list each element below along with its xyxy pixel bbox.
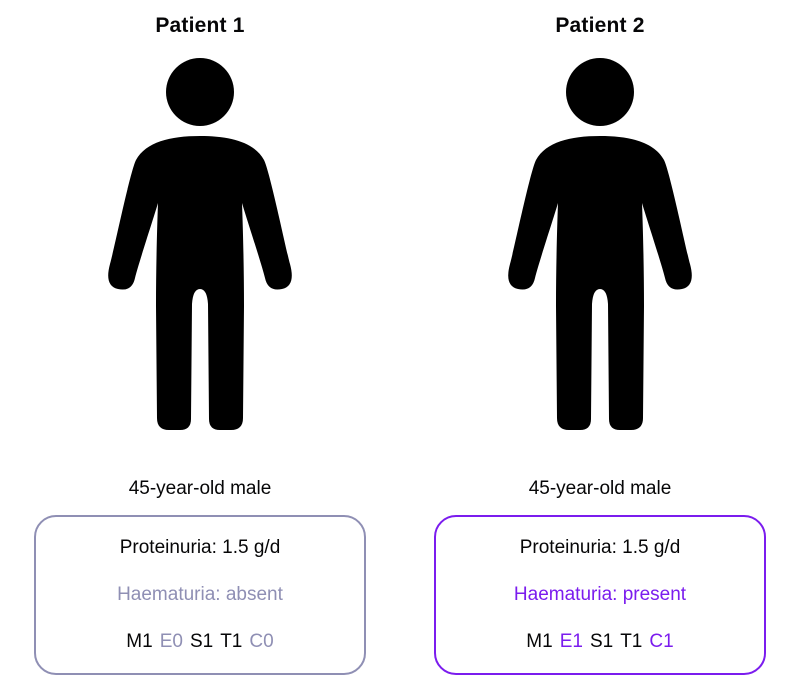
patient-2-haematuria-line: Haematuria: present <box>513 584 687 605</box>
patient-2-column: Patient 2 45-year-old male Proteinuria: … <box>400 0 800 689</box>
mest-t-score: T1 <box>620 631 643 652</box>
mest-s-score: S1 <box>189 631 214 652</box>
patient-1-age-label: 45-year-old male <box>128 478 272 499</box>
mest-c-score: C0 <box>249 631 274 652</box>
patient-2-proteinuria-line: Proteinuria: 1.5 g/d <box>519 537 681 558</box>
patient-1-mest-score-line: M1 E0 S1 T1 C0 <box>126 631 273 653</box>
patient-2-mest-score-line: M1 E1 S1 T1 C1 <box>526 631 673 653</box>
mest-e-score: E1 <box>559 631 583 652</box>
patient-1-column: Patient 1 45-year-old male Proteinuria: … <box>34 14 366 675</box>
patient-1-info-card: Proteinuria: 1.5 g/d Haematuria: absent … <box>34 515 366 675</box>
mest-m-score: M1 <box>526 631 553 652</box>
patient-1-title: Patient 1 <box>155 14 245 37</box>
male-person-icon <box>508 58 692 430</box>
mest-c-score: C1 <box>649 631 674 652</box>
mest-s-score: S1 <box>589 631 614 652</box>
mest-m-score: M1 <box>126 631 153 652</box>
patient-1-haematuria-line: Haematuria: absent <box>117 584 283 605</box>
mest-t-score: T1 <box>220 631 243 652</box>
mest-e-score: E0 <box>159 631 183 652</box>
male-person-icon <box>108 58 292 430</box>
patient-2-info-card: Proteinuria: 1.5 g/d Haematuria: present… <box>434 515 766 675</box>
patient-2-age-label: 45-year-old male <box>528 478 672 499</box>
patient-2-title: Patient 2 <box>555 14 645 37</box>
patient-1-proteinuria-line: Proteinuria: 1.5 g/d <box>119 537 281 558</box>
